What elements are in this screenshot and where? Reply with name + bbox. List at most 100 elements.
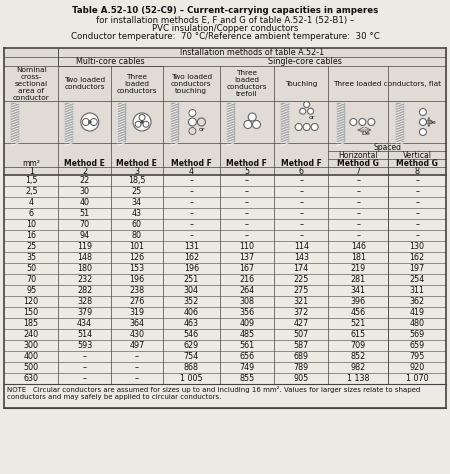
Text: 561: 561 bbox=[239, 341, 254, 350]
Circle shape bbox=[244, 120, 252, 128]
Circle shape bbox=[303, 124, 310, 130]
Text: 500: 500 bbox=[24, 363, 39, 372]
Text: 225: 225 bbox=[293, 275, 309, 284]
Text: 406: 406 bbox=[184, 308, 199, 317]
Text: Method G: Method G bbox=[338, 158, 379, 167]
Text: –: – bbox=[245, 209, 249, 218]
Circle shape bbox=[189, 118, 196, 126]
Text: –: – bbox=[135, 363, 139, 372]
Polygon shape bbox=[396, 103, 403, 141]
Text: 852: 852 bbox=[351, 352, 366, 361]
Circle shape bbox=[419, 128, 427, 136]
Text: 656: 656 bbox=[239, 352, 254, 361]
Text: –: – bbox=[356, 231, 360, 240]
Text: for installation methods E, F and G of table A.52-1 (52-B1) –: for installation methods E, F and G of t… bbox=[96, 16, 354, 25]
Text: 94: 94 bbox=[80, 231, 90, 240]
Text: 4: 4 bbox=[29, 198, 34, 207]
Text: 400: 400 bbox=[24, 352, 39, 361]
Text: 352: 352 bbox=[184, 297, 199, 306]
Text: 22: 22 bbox=[80, 176, 90, 185]
Text: 593: 593 bbox=[77, 341, 92, 350]
Text: 463: 463 bbox=[184, 319, 199, 328]
Text: Two loaded
conductors
touching: Two loaded conductors touching bbox=[171, 73, 212, 93]
Circle shape bbox=[252, 120, 261, 128]
Text: –: – bbox=[245, 220, 249, 229]
Text: –: – bbox=[245, 176, 249, 185]
Text: 749: 749 bbox=[239, 363, 254, 372]
Polygon shape bbox=[4, 175, 446, 384]
Text: 362: 362 bbox=[410, 297, 425, 306]
Text: 120: 120 bbox=[24, 297, 39, 306]
Text: Single-core cables: Single-core cables bbox=[268, 57, 342, 66]
Text: 25: 25 bbox=[26, 242, 36, 251]
Circle shape bbox=[359, 118, 366, 126]
Text: NOTE   Circular conductors are assumed for sizes up to and including 16 mm². Val: NOTE Circular conductors are assumed for… bbox=[7, 386, 420, 400]
Text: –: – bbox=[356, 209, 360, 218]
Text: 251: 251 bbox=[184, 275, 199, 284]
Text: 196: 196 bbox=[129, 275, 144, 284]
Text: Conductor temperature:  70 °C/Reference ambient temperature:  30 °C: Conductor temperature: 70 °C/Reference a… bbox=[71, 32, 379, 41]
Text: 2: 2 bbox=[82, 166, 87, 175]
Text: 1 070: 1 070 bbox=[406, 374, 428, 383]
Text: 689: 689 bbox=[294, 352, 309, 361]
Text: 5: 5 bbox=[244, 166, 249, 175]
Text: 25: 25 bbox=[132, 187, 142, 196]
Text: 615: 615 bbox=[351, 330, 366, 339]
Text: Three
loaded
conductors: Three loaded conductors bbox=[117, 73, 157, 93]
Text: 920: 920 bbox=[410, 363, 425, 372]
Text: Touching: Touching bbox=[285, 81, 317, 86]
Polygon shape bbox=[117, 103, 125, 141]
Text: mm²: mm² bbox=[22, 158, 40, 167]
Polygon shape bbox=[65, 103, 72, 141]
Circle shape bbox=[189, 109, 196, 117]
Text: 630: 630 bbox=[24, 374, 39, 383]
Text: 8: 8 bbox=[414, 166, 420, 175]
Text: 18,5: 18,5 bbox=[128, 176, 145, 185]
Circle shape bbox=[350, 118, 357, 126]
Text: 1: 1 bbox=[29, 166, 34, 175]
Text: –: – bbox=[299, 220, 303, 229]
Text: 328: 328 bbox=[77, 297, 92, 306]
Text: –: – bbox=[189, 176, 193, 185]
Text: or: or bbox=[308, 115, 315, 119]
Circle shape bbox=[300, 108, 306, 114]
Text: 276: 276 bbox=[129, 297, 144, 306]
Text: 34: 34 bbox=[132, 198, 142, 207]
Text: Method G: Method G bbox=[396, 158, 438, 167]
Text: 240: 240 bbox=[24, 330, 39, 339]
Text: 587: 587 bbox=[293, 341, 309, 350]
Text: Nominal
cross-
sectional
area of
conductor: Nominal cross- sectional area of conduct… bbox=[13, 66, 50, 100]
Text: 181: 181 bbox=[351, 253, 366, 262]
Text: 110: 110 bbox=[239, 242, 254, 251]
Text: 868: 868 bbox=[184, 363, 199, 372]
Text: 70: 70 bbox=[26, 275, 36, 284]
Text: 507: 507 bbox=[293, 330, 309, 339]
Text: 709: 709 bbox=[351, 341, 366, 350]
Text: 419: 419 bbox=[410, 308, 425, 317]
Text: 514: 514 bbox=[77, 330, 92, 339]
Text: 3: 3 bbox=[134, 166, 140, 175]
Text: 427: 427 bbox=[293, 319, 309, 328]
Text: 855: 855 bbox=[239, 374, 254, 383]
Text: 4: 4 bbox=[189, 166, 194, 175]
Text: 430: 430 bbox=[129, 330, 144, 339]
Circle shape bbox=[304, 101, 310, 108]
Text: Two loaded
conductors: Two loaded conductors bbox=[64, 77, 105, 90]
Text: 30: 30 bbox=[80, 187, 90, 196]
Text: 321: 321 bbox=[294, 297, 309, 306]
Text: 275: 275 bbox=[293, 286, 309, 295]
Circle shape bbox=[419, 118, 427, 126]
Text: 219: 219 bbox=[351, 264, 366, 273]
Text: 80: 80 bbox=[132, 231, 142, 240]
Text: De: De bbox=[361, 130, 370, 136]
Text: 162: 162 bbox=[184, 253, 199, 262]
Text: –: – bbox=[82, 363, 86, 372]
Text: 789: 789 bbox=[293, 363, 309, 372]
Text: 196: 196 bbox=[184, 264, 199, 273]
Text: or: or bbox=[198, 127, 205, 131]
Text: Table A.52-10 (52-C9) – Current-carrying capacities in amperes: Table A.52-10 (52-C9) – Current-carrying… bbox=[72, 6, 378, 15]
Text: 629: 629 bbox=[184, 341, 199, 350]
Polygon shape bbox=[337, 103, 344, 141]
Circle shape bbox=[311, 124, 318, 130]
Text: 143: 143 bbox=[294, 253, 309, 262]
